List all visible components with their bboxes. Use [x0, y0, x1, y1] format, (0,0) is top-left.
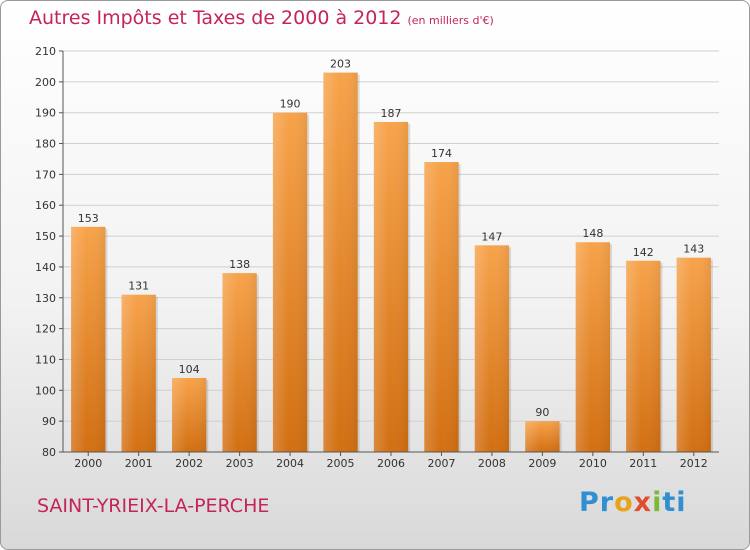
- y-tick-label: 140: [35, 261, 56, 274]
- y-tick-label: 170: [35, 168, 56, 181]
- data-label: 104: [179, 363, 200, 376]
- proxiti-logo: Proxiti: [579, 487, 687, 518]
- y-tick-label: 120: [35, 323, 56, 336]
- x-tick-label: 2002: [175, 457, 203, 470]
- x-tick-label: 2003: [226, 457, 254, 470]
- y-tick-label: 210: [35, 45, 56, 58]
- data-label: 90: [535, 406, 549, 419]
- data-label: 142: [633, 246, 654, 259]
- bar-highlight: [474, 245, 510, 452]
- bar-highlight: [626, 260, 661, 452]
- chart-title-text: Autres Impôts et Taxes de 2000 à 2012: [29, 7, 402, 29]
- bar-highlight: [121, 294, 156, 452]
- x-tick-label: 2000: [74, 457, 102, 470]
- bar-highlight: [424, 162, 459, 453]
- x-tick-label: 2006: [377, 457, 405, 470]
- bar-highlight: [525, 421, 560, 452]
- bar-highlight: [222, 273, 257, 452]
- city-name: SAINT-YRIEIX-LA-PERCHE: [37, 495, 270, 517]
- bar-highlight: [323, 72, 358, 452]
- y-tick-label: 150: [35, 230, 56, 243]
- x-tick-label: 2012: [680, 457, 708, 470]
- y-tick-label: 180: [35, 138, 56, 151]
- data-label: 187: [381, 107, 402, 120]
- data-label: 143: [683, 243, 704, 256]
- data-label: 138: [229, 258, 250, 271]
- x-tick-label: 2004: [276, 457, 304, 470]
- data-label: 190: [280, 98, 301, 111]
- logo-part-4: i: [652, 487, 663, 518]
- x-tick-label: 2005: [327, 457, 355, 470]
- y-tick-label: 80: [42, 446, 56, 459]
- bar-highlight: [676, 257, 711, 452]
- data-label: 147: [481, 230, 502, 243]
- y-tick-label: 190: [35, 107, 56, 120]
- y-tick-label: 200: [35, 76, 56, 89]
- x-tick-label: 2008: [478, 457, 506, 470]
- logo-part-5: ti: [662, 487, 687, 518]
- y-tick-label: 130: [35, 292, 56, 305]
- y-tick-label: 90: [42, 415, 56, 428]
- logo-part-3: x: [633, 487, 653, 518]
- x-tick-label: 2001: [125, 457, 153, 470]
- bar-highlight: [171, 377, 207, 452]
- bar-highlight: [575, 242, 611, 452]
- data-label: 203: [330, 58, 351, 71]
- data-label: 131: [128, 280, 149, 293]
- y-tick-label: 110: [35, 353, 56, 366]
- y-tick-label: 100: [35, 384, 56, 397]
- x-tick-label: 2009: [528, 457, 556, 470]
- x-tick-label: 2011: [629, 457, 657, 470]
- data-label: 153: [78, 212, 99, 225]
- chart-title: Autres Impôts et Taxes de 2000 à 2012 (en…: [29, 7, 494, 29]
- bar-highlight: [373, 121, 409, 452]
- logo-part-1: Pr: [579, 487, 615, 518]
- chart-unit: (en milliers d'€): [407, 14, 494, 27]
- x-tick-label: 2010: [579, 457, 607, 470]
- y-tick-label: 160: [35, 199, 56, 212]
- x-tick-label: 2007: [427, 457, 455, 470]
- bar-highlight: [272, 112, 308, 452]
- data-label: 174: [431, 147, 452, 160]
- data-label: 148: [582, 227, 603, 240]
- bar-highlight: [71, 226, 106, 452]
- logo-part-2: o: [614, 487, 634, 518]
